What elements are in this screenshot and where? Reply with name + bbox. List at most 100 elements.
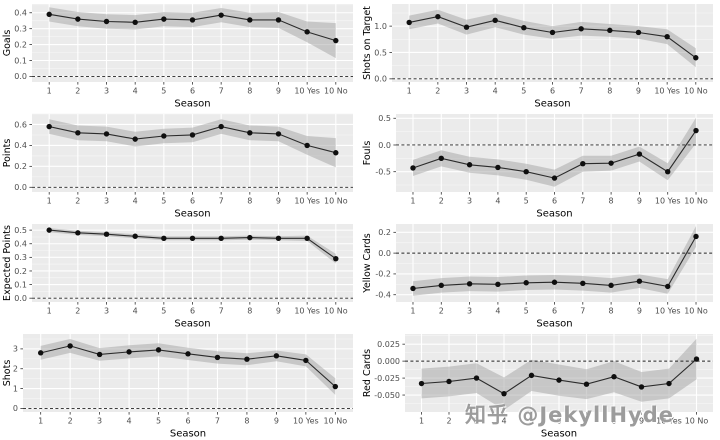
y-axis-title: Goals [2,30,13,57]
x-axis-title: Season [170,429,206,440]
x-tick-label: 3 [104,197,109,206]
x-tick-label: 6 [190,197,195,206]
axis-ticks [389,25,697,85]
data-point [664,33,670,40]
x-tick-label: 3 [464,87,469,96]
data-point [333,150,339,156]
x-tick-label: 6 [550,87,555,96]
y-tick-label: -0.4 [375,291,391,300]
series-points [406,13,699,61]
data-point [410,165,416,171]
data-point [189,235,196,241]
yellow-cards-line-chart: -0.4 -0.2 0.0 0.2 1 2 3 4 5 6 7 8 9 10 Yes 10 No Season… [362,224,713,330]
x-tick-label: 3 [97,417,102,426]
y-tick-label: 0.0 [14,72,27,81]
x-tick-label: 10 Yes [293,417,319,426]
data-point [333,37,339,44]
data-point [583,381,590,387]
x-tick-label: 8 [609,307,614,316]
data-point [304,142,310,149]
chart-goals: 0.0 0.1 0.2 0.3 0.4 1 2 3 4 5 6 7 8 9 10 Yes 10 No Seaso… [0,0,360,110]
x-tick-label: 7 [219,87,224,96]
data-point [438,282,444,289]
x-tick-label: 4 [127,417,132,426]
chart-fouls: -0.5 0.0 0.5 1 2 3 4 5 6 7 8 9 10 Yes 10 No Season Foul… [360,110,720,220]
y-tick-label: 2 [13,365,18,374]
chart-red-cards: -0.050 -0.025 0.000 0.025 1 2 3 4 5 6 7 8 9 10 Yes 10 … [360,330,720,440]
x-tick-label: 8 [611,417,616,426]
data-point [578,26,584,32]
data-point [693,233,699,240]
data-point [549,29,556,36]
axis-ticks [29,229,337,305]
expected-points-line-chart: 0.0 0.1 0.2 0.3 0.4 0.5 1 2 3 4 5 6 7 8 9 10 Yes 10 No Se… [2,224,353,330]
x-tick-label: 10 Yes [294,197,320,206]
data-point [521,25,527,31]
y-tick-label: 0.3 [14,24,27,33]
x-tick-label: 4 [133,197,138,206]
y-tick-label: 0.000 [377,357,400,366]
data-point [46,227,52,233]
shots-on-target-line-chart: 0.0 0.5 1.0 1 2 3 4 5 6 7 8 9 10 Yes 10 No Season Shots… [362,4,713,110]
x-tick-label: 2 [446,417,451,426]
x-tick-label: 8 [609,197,614,206]
y-tick-labels: 0.0 0.2 0.4 0.6 [14,120,27,192]
y-tick-label: 0.1 [14,56,27,65]
data-point [608,160,614,166]
x-tick-label: 2 [435,87,440,96]
data-point [275,17,282,23]
y-tick-label: 0.1 [14,280,27,289]
x-tick-label: 4 [493,87,498,96]
x-tick-label: 2 [75,87,80,96]
x-axis-title: Season [174,209,210,220]
data-point [37,350,44,356]
data-point [693,55,699,61]
confidence-ribbon [413,117,696,187]
confidence-ribbon [413,226,696,296]
x-tick-label: 7 [584,417,589,426]
x-tick-label: 9 [637,307,642,316]
data-point [275,131,282,137]
x-tick-label: 3 [467,197,472,206]
x-tick-label: 9 [637,197,642,206]
x-tick-label: 2 [439,197,444,206]
y-tick-label: 3 [13,345,18,354]
y-tick-label: 0.0 [14,294,27,303]
data-point [218,235,224,241]
x-tick-labels: 1 2 3 4 5 6 7 8 9 10 Yes 10 No [47,307,348,316]
x-tick-label: 9 [639,417,644,426]
data-point [410,285,416,292]
data-point [446,378,452,385]
data-point [438,155,444,162]
y-tick-label: 0.0 [378,141,391,150]
axis-ticks [29,12,337,85]
x-tick-label: 10 No [684,87,708,96]
x-tick-label: 10 No [685,417,709,426]
data-point [103,131,110,137]
data-point [189,132,196,138]
x-tick-label: 10 Yes [294,87,320,96]
x-tick-label: 9 [276,197,281,206]
x-tick-label: 10 No [324,87,348,96]
y-tick-label: 0 [13,404,18,413]
goals-line-chart: 0.0 0.1 0.2 0.3 0.4 1 2 3 4 5 6 7 8 9 10 Yes 10 No Seaso… [2,4,353,110]
x-tick-label: 10 No [684,197,708,206]
data-point [608,282,614,289]
x-tick-labels: 1 2 3 4 5 6 7 8 9 10 Yes 10 No [410,197,707,206]
x-tick-label: 5 [161,87,166,96]
series-points [46,227,339,262]
x-tick-label: 1 [419,417,424,426]
x-axis-title: Season [536,319,572,330]
data-point [304,29,310,35]
data-point [580,160,586,167]
y-axis-title: Shots on Target [362,6,373,80]
series-points [46,123,339,156]
x-tick-label: 2 [75,197,80,206]
x-tick-labels: 1 2 3 4 5 6 7 8 9 10 Yes 10 No [419,417,708,426]
data-point [185,351,191,357]
data-point [247,17,253,23]
data-point [244,356,250,362]
x-tick-label: 10 Yes [294,307,320,316]
grid-major [32,4,353,82]
